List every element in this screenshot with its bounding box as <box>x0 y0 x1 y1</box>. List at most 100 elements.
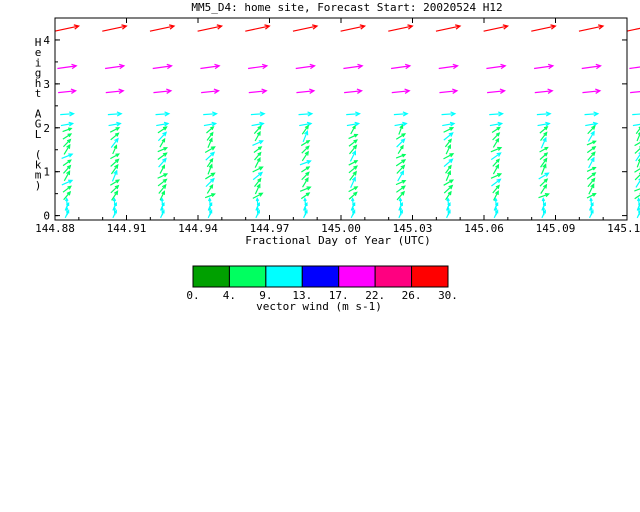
wind-vector-head <box>545 111 552 117</box>
wind-vector <box>299 122 312 127</box>
wind-vector-head <box>208 205 212 211</box>
y-tick-label: 4 <box>43 34 50 47</box>
wind-vector <box>153 90 172 94</box>
wind-vector <box>60 113 74 116</box>
wind-vector <box>348 160 358 166</box>
wind-vector <box>300 192 310 200</box>
wind-vector-head <box>449 153 455 158</box>
wind-vector <box>435 25 461 32</box>
wind-vector <box>157 131 167 142</box>
wind-vector-head <box>495 158 500 163</box>
wind-vector-head <box>211 121 218 127</box>
wind-vector-head <box>353 139 358 144</box>
wind-vector-head <box>352 170 357 176</box>
wind-vector-head <box>400 164 406 170</box>
wind-vector-head <box>209 201 213 207</box>
wind-vector <box>491 178 501 187</box>
wind-vector-head <box>354 121 361 127</box>
wind-vector <box>634 188 640 192</box>
wind-vector <box>396 185 406 193</box>
wind-vector <box>486 65 506 70</box>
wind-vector-head <box>590 183 595 189</box>
wind-vector-head <box>256 183 261 189</box>
wind-vector <box>152 65 172 70</box>
wind-vector-head <box>163 173 169 178</box>
wind-vector-head <box>495 184 500 189</box>
wind-vector <box>538 172 549 180</box>
wind-vector-head <box>257 146 263 151</box>
wind-vector-head <box>216 24 224 30</box>
wind-vector <box>104 65 124 70</box>
wind-vector-head <box>543 157 548 163</box>
x-tick-label: 145.12 <box>607 222 640 235</box>
wind-vector <box>587 125 596 135</box>
wind-vector-head <box>353 165 358 170</box>
wind-vector <box>635 179 640 188</box>
wind-vector <box>584 113 598 116</box>
wind-vector <box>111 190 119 201</box>
wind-vector-head <box>73 24 81 30</box>
wind-vector <box>203 122 216 127</box>
wind-vector-head <box>209 177 215 183</box>
wind-vector <box>443 153 454 160</box>
wind-vector-head <box>590 130 595 136</box>
x-tick-label: 145.03 <box>393 222 433 235</box>
x-tick-label: 145.00 <box>321 222 361 235</box>
wind-vector <box>634 141 640 147</box>
wind-vector-head <box>447 138 452 143</box>
y-label-char: H <box>35 36 42 49</box>
wind-vector-head <box>209 183 214 189</box>
y-label-char: L <box>35 128 42 141</box>
wind-vector-head <box>543 152 549 157</box>
wind-vector <box>395 159 406 167</box>
wind-vector-head <box>547 63 555 70</box>
wind-vector <box>443 132 454 141</box>
wind-vector-head <box>591 151 596 157</box>
wind-vector-head <box>449 121 456 127</box>
wind-vector-head <box>498 111 504 117</box>
wind-vector-head <box>114 163 119 169</box>
wind-vector-head <box>209 131 214 137</box>
wind-vector-head <box>452 88 459 94</box>
wind-vector <box>439 90 458 94</box>
wind-vector <box>62 127 72 133</box>
wind-vector <box>207 138 213 148</box>
wind-vector-head <box>212 111 218 117</box>
wind-vector-head <box>497 173 503 178</box>
wind-vector-head <box>591 125 596 130</box>
wind-vector <box>397 170 404 182</box>
wind-vector-head <box>399 169 405 176</box>
wind-vector <box>295 65 315 70</box>
wind-vector <box>157 147 167 153</box>
wind-vector <box>444 139 452 148</box>
wind-vector <box>539 152 548 160</box>
wind-vector <box>250 113 265 116</box>
wind-vector-head <box>495 201 499 207</box>
wind-vector-head <box>258 166 264 171</box>
wind-vector-head <box>169 24 176 30</box>
y-label-char: e <box>35 46 42 59</box>
wind-vector-head <box>407 24 414 30</box>
y-tick-label: 1 <box>43 166 50 179</box>
wind-vector-head <box>66 209 70 214</box>
wind-vector-head <box>499 88 506 94</box>
wind-vector-head <box>495 163 500 169</box>
wind-vector <box>197 25 222 32</box>
wind-vector <box>585 122 598 127</box>
wind-vector <box>247 65 267 70</box>
wind-vector-head <box>162 126 168 131</box>
wind-vector <box>635 153 640 162</box>
wind-vector-head <box>67 127 73 132</box>
wind-vector-head <box>496 178 502 184</box>
wind-vector <box>445 191 452 201</box>
wind-vector-head <box>500 63 507 70</box>
wind-vector-head <box>544 172 550 177</box>
wind-vector <box>540 184 547 194</box>
wind-vector <box>582 90 601 94</box>
wind-vector-head <box>163 121 170 127</box>
wind-vector <box>54 25 79 32</box>
wind-vector <box>207 164 213 175</box>
wind-vector-head <box>351 149 357 156</box>
wind-vector <box>110 153 120 160</box>
wind-vector <box>636 132 640 142</box>
